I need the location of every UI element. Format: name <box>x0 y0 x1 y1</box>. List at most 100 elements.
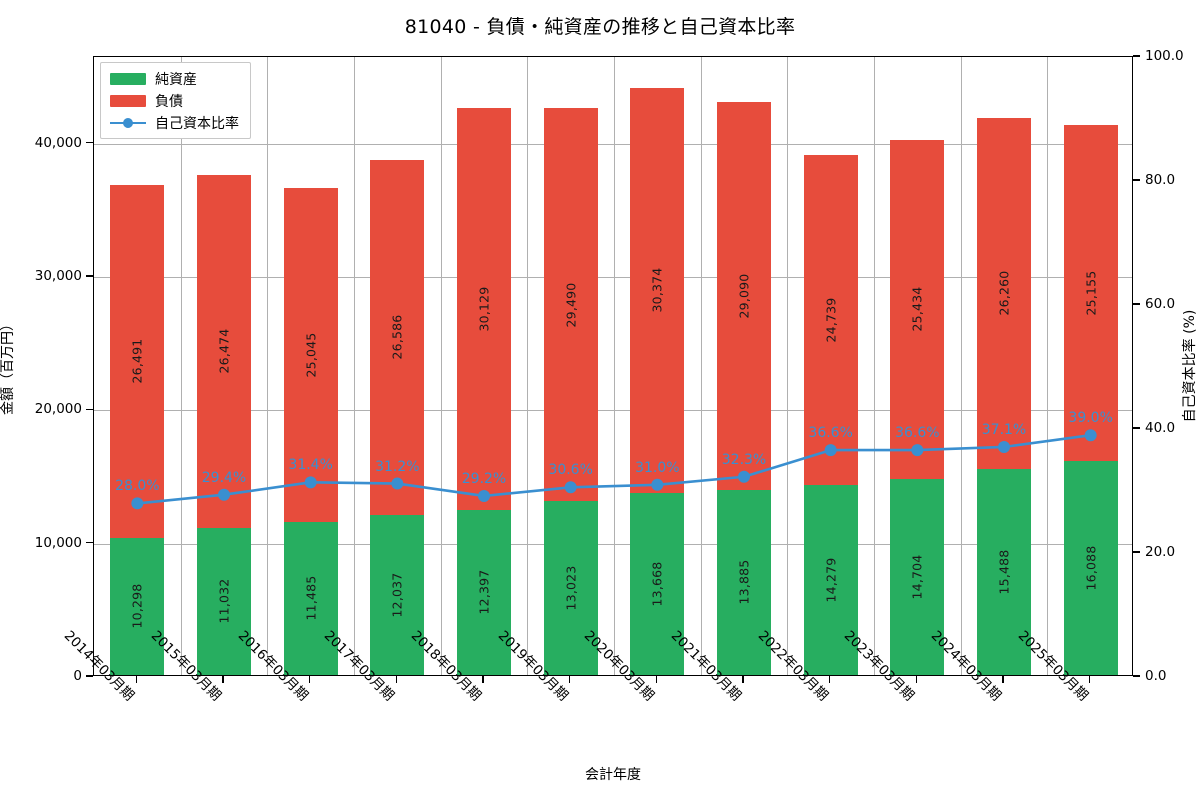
y-axis-tick-left <box>86 275 93 277</box>
ratio-line-svg <box>131 429 1097 510</box>
bar-group[interactable]: 14,704 25,434 <box>890 139 945 675</box>
gridline-vertical <box>440 57 442 675</box>
legend-item[interactable]: 負債 <box>110 92 239 110</box>
bar-segment-debt[interactable]: 29,490 <box>543 108 598 502</box>
bar-group[interactable]: 13,668 30,374 <box>630 87 685 675</box>
gridline-vertical <box>267 57 269 675</box>
bar-segment-debt[interactable]: 26,586 <box>370 160 425 515</box>
bar-group[interactable]: 11,485 25,045 <box>283 187 338 675</box>
bar-segment-debt[interactable]: 26,491 <box>110 184 165 538</box>
gridline-horizontal <box>94 543 1132 545</box>
gridline-vertical <box>354 57 355 675</box>
gridline-vertical <box>1047 57 1049 675</box>
ratio-value-label: 36.6% <box>895 425 940 442</box>
x-axis-tick <box>655 676 657 683</box>
ratio-line-marker[interactable] <box>391 477 404 490</box>
bar-segment-equity[interactable]: 13,885 <box>717 489 771 675</box>
ratio-value-label: 28.0% <box>115 478 160 495</box>
ratio-line-marker[interactable] <box>911 444 924 457</box>
ratio-line-marker[interactable] <box>478 489 490 502</box>
y-axis-tick-label-right: 0.0 <box>1145 668 1167 684</box>
legend-item[interactable]: 自己資本比率 <box>110 114 239 132</box>
x-axis-tick <box>135 676 137 683</box>
ratio-line-marker[interactable] <box>1084 429 1097 442</box>
bar-segment-equity[interactable]: 14,704 <box>890 478 945 675</box>
bar-group[interactable]: 13,023 29,490 <box>543 108 598 675</box>
bar-segment-debt[interactable]: 30,129 <box>457 108 511 510</box>
ratio-line-marker[interactable] <box>738 470 750 483</box>
bar-segment-equity[interactable]: 10,298 <box>110 537 165 675</box>
gridline-vertical <box>614 57 615 675</box>
bar-segment-debt[interactable]: 25,434 <box>890 139 945 479</box>
bar-segment-equity[interactable]: 15,488 <box>977 468 1031 675</box>
ratio-value-label: 37.1% <box>981 421 1027 438</box>
bar-group[interactable]: 12,397 30,129 <box>457 108 511 675</box>
y-axis-tick-left <box>86 408 93 410</box>
bar-segment-equity[interactable]: 13,023 <box>543 501 598 675</box>
y-axis-tick-right <box>1133 551 1140 553</box>
bar-group[interactable]: 14,279 24,739 <box>803 154 858 675</box>
bar-group[interactable]: 16,088 25,155 <box>1063 125 1118 675</box>
bar-segment-equity[interactable]: 13,668 <box>630 492 685 675</box>
ratio-value-label: 29.2% <box>461 470 507 487</box>
x-axis-tick <box>222 676 224 683</box>
bar-segment-equity[interactable]: 12,037 <box>370 514 425 675</box>
y-axis-tick-label-left: 20,000 <box>34 401 82 418</box>
ratio-line-marker[interactable] <box>131 497 144 510</box>
y-axis-tick-label-left: 30,000 <box>34 268 82 284</box>
ratio-line-marker[interactable] <box>218 488 230 501</box>
gridline-horizontal <box>94 277 1132 278</box>
y-axis-tick-label-right: 80.0 <box>1145 172 1176 188</box>
bar-group[interactable]: 12,037 26,586 <box>370 160 425 675</box>
bar-segment-equity[interactable]: 16,088 <box>1063 460 1118 675</box>
ratio-value-label: 31.4% <box>288 457 333 474</box>
bar-segment-equity[interactable]: 11,485 <box>283 521 338 675</box>
bar-segment-equity[interactable]: 11,032 <box>197 527 251 675</box>
y-axis-tick-left <box>86 142 93 144</box>
x-axis-tick <box>569 676 571 683</box>
y-axis-tick-left <box>86 675 93 677</box>
gridline-vertical <box>960 57 962 675</box>
legend-item[interactable]: 純資産 <box>110 70 239 88</box>
ratio-line-path <box>136 433 1092 505</box>
ratio-value-label: 29.4% <box>201 469 247 486</box>
ratio-value-label: 39.0% <box>1068 410 1113 427</box>
bar-group[interactable]: 11,032 26,474 <box>197 174 251 675</box>
ratio-line-marker[interactable] <box>304 476 317 489</box>
bar-segment-debt[interactable]: 30,374 <box>630 87 685 493</box>
ratio-line-marker[interactable] <box>824 444 837 457</box>
ratio-value-label: 31.2% <box>375 458 420 475</box>
x-axis-tick <box>1002 676 1004 683</box>
bar-group[interactable]: 15,488 26,260 <box>977 118 1031 675</box>
ratio-value-label: 36.6% <box>808 425 853 442</box>
y-axis-tick-label-right: 100.0 <box>1145 48 1184 64</box>
x-axis-tick <box>1089 676 1091 683</box>
legend-color-swatch <box>110 94 146 107</box>
y-axis-tick-label-left: 40,000 <box>34 134 82 151</box>
bar-group[interactable]: 10,298 26,491 <box>110 184 165 675</box>
bar-segment-equity[interactable]: 12,397 <box>457 509 511 675</box>
bar-segment-debt[interactable]: 26,474 <box>197 174 251 528</box>
bar-segment-debt[interactable]: 29,090 <box>717 102 771 490</box>
bar-segment-debt[interactable]: 24,739 <box>803 154 858 485</box>
gridline-horizontal <box>94 143 1132 145</box>
ratio-line-marker[interactable] <box>998 440 1010 453</box>
page-title: 81040 - 負債・純資産の推移と自己資本比率 <box>404 16 796 38</box>
y-axis-tick-right <box>1133 303 1140 305</box>
x-axis-tick <box>395 676 397 683</box>
legend-label: 純資産 <box>155 71 197 88</box>
gridline-vertical <box>180 57 182 675</box>
gridline-vertical <box>874 57 875 675</box>
bars-layer: 10,298 26,491 11,032 26,474 11,485 25,045 12,0… <box>94 57 1132 675</box>
bar-segment-debt[interactable]: 25,045 <box>283 187 338 522</box>
x-axis-label: 会計年度 <box>585 767 641 783</box>
bar-segment-equity[interactable]: 14,279 <box>803 484 858 675</box>
bar-segment-debt[interactable]: 25,155 <box>1063 125 1118 461</box>
bar-segment-debt[interactable]: 26,260 <box>977 118 1031 469</box>
ratio-line-marker[interactable] <box>651 478 664 491</box>
ratio-line-marker[interactable] <box>564 481 577 494</box>
x-axis-tick <box>915 676 917 683</box>
gridline-vertical <box>700 57 702 675</box>
ratio-value-label: 32.3% <box>721 451 767 468</box>
bar-group[interactable]: 13,885 29,090 <box>717 102 771 675</box>
